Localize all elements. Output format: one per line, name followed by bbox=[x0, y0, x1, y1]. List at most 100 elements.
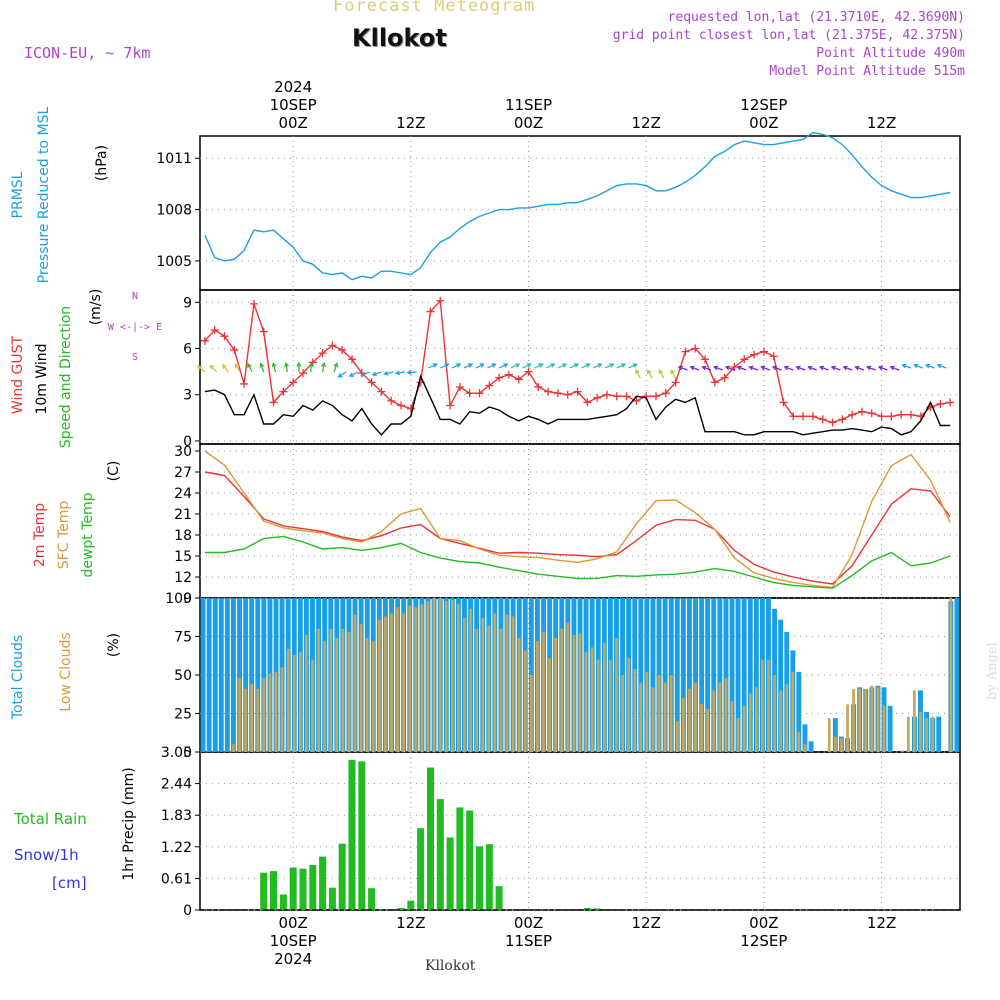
total-cloud-bar bbox=[200, 598, 206, 752]
wind-arrow-head bbox=[677, 365, 683, 371]
bottom-date-label: 10SEP bbox=[270, 932, 317, 950]
low-cloud-bar bbox=[457, 604, 460, 752]
total-cloud-bar bbox=[237, 598, 242, 752]
wind-arrow bbox=[234, 364, 241, 373]
wind-arrow-head bbox=[333, 362, 339, 368]
total-cloud-bar bbox=[674, 598, 680, 752]
wind-arrow bbox=[702, 366, 712, 371]
low-cloud-bar bbox=[335, 638, 339, 752]
wind-arrow-head bbox=[456, 363, 462, 368]
wind-arrow-head bbox=[854, 365, 860, 371]
wind-arrow bbox=[725, 366, 735, 371]
wind-arrow-head bbox=[635, 369, 640, 375]
low-cloud-bar bbox=[286, 648, 290, 752]
gust-marker bbox=[563, 390, 572, 399]
low-cloud-bar bbox=[347, 631, 351, 752]
low-cloud-bar bbox=[268, 673, 272, 752]
low-cloud-bar bbox=[761, 659, 764, 752]
low-cloud-bar bbox=[323, 641, 326, 752]
total-cloud-bar bbox=[206, 598, 212, 752]
low-cloud-bar bbox=[499, 628, 503, 752]
wind-arrow-head bbox=[936, 363, 942, 369]
axis-label-direction: Speed and Direction bbox=[58, 306, 74, 448]
top-date-label: 10SEP bbox=[270, 96, 317, 114]
low-cloud-bar bbox=[767, 659, 770, 752]
wind-arrow bbox=[545, 363, 555, 369]
ytick-label: 18 bbox=[174, 528, 192, 544]
ytick-label: 2.44 bbox=[161, 777, 192, 793]
wind-arrow bbox=[285, 363, 288, 373]
low-cloud-bar bbox=[402, 613, 405, 752]
gust-marker bbox=[759, 347, 768, 356]
ytick-label: 0 bbox=[183, 434, 192, 450]
ytick-label: 1.22 bbox=[161, 840, 192, 856]
low-cloud-bar bbox=[451, 599, 454, 752]
low-cloud-bar bbox=[378, 619, 381, 752]
wind-arrow bbox=[604, 363, 614, 369]
low-cloud-bar bbox=[578, 633, 582, 752]
wind-arrow-head bbox=[562, 363, 568, 368]
wind-arrow-head bbox=[197, 365, 203, 371]
low-cloud-bar bbox=[536, 641, 539, 752]
wind-arrow-head bbox=[383, 370, 389, 376]
tick-labels: 1005100810110369912151821242730025507510… bbox=[156, 78, 896, 968]
wind-arrow-head bbox=[296, 361, 302, 367]
low-cloud-bar bbox=[299, 651, 302, 752]
low-cloud-bar bbox=[858, 688, 861, 752]
gust-marker bbox=[426, 307, 435, 316]
wind-arrow-head bbox=[609, 363, 615, 368]
rain-bar bbox=[427, 767, 434, 910]
low-cloud-bar bbox=[384, 616, 387, 752]
low-cloud-bar bbox=[554, 638, 557, 752]
axis-labels: PRMSL Pressure Reduced to MSL (hPa) Wind GU… bbox=[10, 106, 162, 892]
gust-marker bbox=[652, 392, 660, 401]
low-cloud-bar bbox=[827, 718, 831, 752]
gust-marker bbox=[593, 393, 602, 402]
ytick-label: 0 bbox=[183, 903, 192, 919]
wind-arrow-head bbox=[760, 365, 766, 371]
low-cloud-bar bbox=[925, 718, 928, 752]
gust-marker bbox=[906, 410, 915, 419]
low-cloud-bar bbox=[371, 641, 375, 752]
total-cloud-bar bbox=[796, 671, 802, 752]
rain-bar bbox=[456, 807, 464, 910]
gust-marker bbox=[936, 399, 945, 408]
total-cloud-bar bbox=[802, 724, 808, 752]
series-line-wind bbox=[204, 299, 951, 424]
wind-arrow-head bbox=[209, 364, 215, 370]
low-cloud-bar bbox=[742, 705, 746, 752]
low-cloud-bar bbox=[639, 682, 643, 752]
rain-bar bbox=[260, 872, 268, 910]
wind-arrow-head bbox=[371, 371, 377, 377]
low-cloud-bar bbox=[390, 613, 393, 752]
ytick-label: 30 bbox=[174, 444, 192, 460]
wind-arrow-head bbox=[701, 365, 707, 371]
low-cloud-bar bbox=[256, 688, 260, 752]
wind-arrow bbox=[322, 363, 325, 373]
axis-label-dew: dewpt Temp bbox=[80, 492, 96, 577]
low-cloud-bar bbox=[633, 668, 637, 752]
wind-arrow-head bbox=[406, 369, 412, 375]
gust-marker bbox=[200, 336, 209, 345]
wind-arrow bbox=[569, 363, 579, 369]
axis-label-rain: Total Rain bbox=[13, 810, 87, 828]
low-cloud-bar bbox=[748, 693, 752, 752]
low-cloud-bar bbox=[627, 658, 630, 752]
wind-arrow bbox=[522, 363, 532, 369]
bottom-date-label: 00Z bbox=[749, 914, 778, 932]
wind-arrow-head bbox=[337, 373, 343, 378]
wind-arrow-head bbox=[432, 363, 438, 368]
wind-arrow bbox=[855, 366, 865, 371]
gust-marker bbox=[857, 407, 866, 416]
ytick-label: 24 bbox=[174, 486, 192, 502]
low-cloud-bar bbox=[238, 678, 241, 752]
wind-arrow bbox=[866, 366, 876, 371]
wind-arrow bbox=[890, 366, 900, 371]
axis-label-ms: (m/s) bbox=[88, 289, 104, 326]
rain-bar bbox=[338, 843, 346, 910]
rain-bar bbox=[407, 900, 415, 910]
low-cloud-bar bbox=[712, 690, 716, 752]
rain-bar bbox=[328, 887, 336, 910]
rain-bar bbox=[368, 888, 376, 910]
rain-bar bbox=[279, 894, 287, 910]
